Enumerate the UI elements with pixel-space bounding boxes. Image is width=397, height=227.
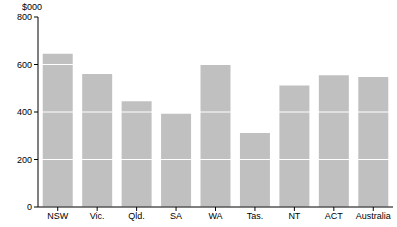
svg-text:NT: NT (288, 211, 300, 221)
svg-text:SA: SA (170, 211, 182, 221)
svg-text:800: 800 (17, 12, 32, 22)
svg-text:WA: WA (208, 211, 222, 221)
svg-text:Qld.: Qld. (128, 211, 145, 221)
svg-text:Australia: Australia (356, 211, 389, 221)
svg-text:400: 400 (17, 107, 32, 117)
svg-text:Tas.: Tas. (247, 211, 264, 221)
html-text:$000: $000 (22, 2, 42, 12)
svg-text:200: 200 (17, 155, 32, 165)
svg-text:600: 600 (17, 60, 32, 70)
svg-text:Vic.: Vic. (90, 211, 105, 221)
svg-text:0: 0 (27, 202, 32, 212)
svg-text:NSW: NSW (47, 211, 69, 221)
svg-text:ACT: ACT (325, 211, 344, 221)
